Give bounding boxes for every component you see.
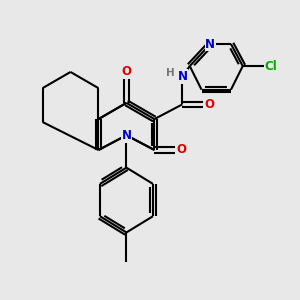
Text: N: N [177,70,188,83]
Text: N: N [206,38,215,50]
Text: O: O [176,143,186,157]
Text: H: H [166,68,174,78]
Text: Cl: Cl [264,60,277,73]
Text: N: N [122,129,131,142]
Text: O: O [204,98,214,111]
Text: O: O [122,65,131,79]
